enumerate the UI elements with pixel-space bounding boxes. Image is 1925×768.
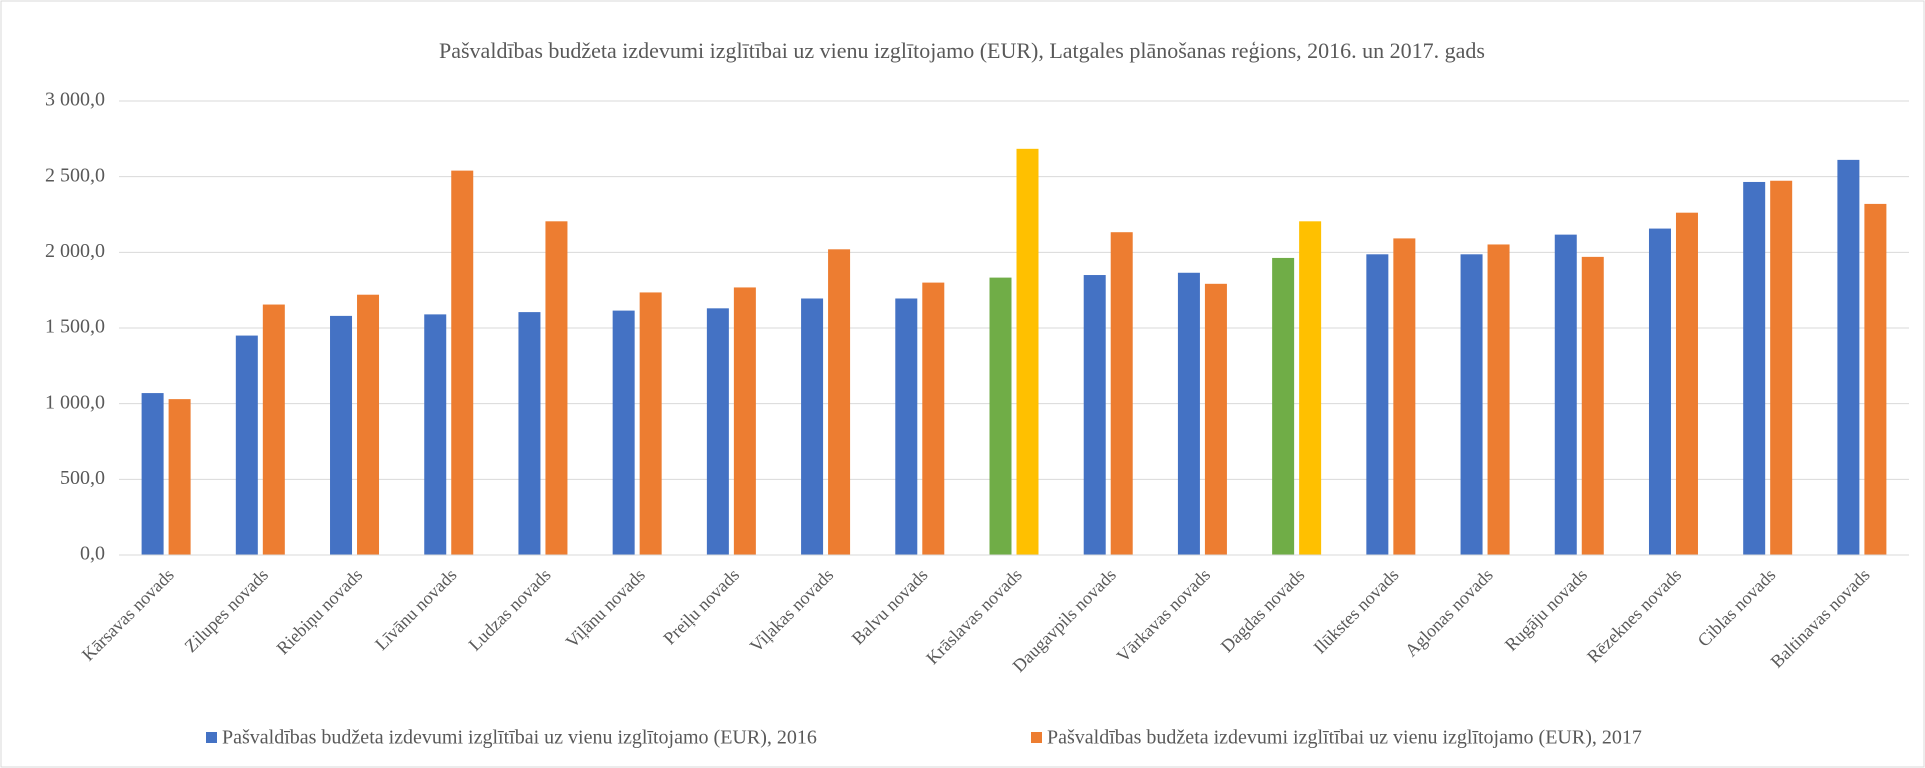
bar xyxy=(1272,257,1295,555)
bar xyxy=(330,315,353,555)
bar xyxy=(518,312,541,555)
legend-swatch xyxy=(206,732,217,743)
bar xyxy=(451,170,474,555)
bar xyxy=(1743,181,1766,556)
bar xyxy=(733,287,756,555)
y-tick-label: 0,0 xyxy=(80,543,105,565)
bar xyxy=(1204,283,1227,555)
bar xyxy=(1016,148,1039,555)
bar xyxy=(612,310,635,555)
bar xyxy=(235,335,258,555)
y-tick-label: 2 500,0 xyxy=(45,164,105,186)
bar xyxy=(1675,212,1698,555)
bar xyxy=(1837,159,1860,556)
y-tick-label: 3 000,0 xyxy=(45,89,105,111)
y-tick-label: 1 000,0 xyxy=(45,391,105,413)
bar xyxy=(1177,272,1200,555)
bar xyxy=(1487,244,1510,556)
bar xyxy=(895,298,918,555)
bar xyxy=(545,221,568,555)
bar xyxy=(168,399,191,555)
bar xyxy=(1581,256,1604,555)
y-tick-label: 500,0 xyxy=(60,467,105,489)
bar xyxy=(639,292,662,555)
y-tick-label: 2 000,0 xyxy=(45,240,105,262)
y-tick-label: 1 500,0 xyxy=(45,316,105,338)
bar xyxy=(1110,232,1133,555)
legend-label: Pašvaldības budžeta izdevumi izglītībai … xyxy=(1047,727,1642,749)
legend-swatch xyxy=(1031,732,1042,743)
bar xyxy=(424,314,447,555)
bar xyxy=(801,298,824,555)
bar xyxy=(262,304,285,555)
bar xyxy=(141,393,164,555)
legend-label: Pašvaldības budžeta izdevumi izglītībai … xyxy=(222,727,817,749)
bar xyxy=(1554,234,1577,556)
bar xyxy=(1393,238,1416,556)
bar xyxy=(989,277,1012,555)
bar xyxy=(1770,180,1793,555)
bar xyxy=(1460,254,1483,555)
bar xyxy=(1083,275,1106,555)
bar xyxy=(1366,254,1389,555)
chart-title: Pašvaldības budžeta izdevumi izglītībai … xyxy=(439,38,1485,63)
bar xyxy=(357,294,380,555)
bar xyxy=(706,308,729,555)
bar xyxy=(1299,221,1322,555)
bar xyxy=(828,249,851,555)
bar xyxy=(922,282,945,555)
bar xyxy=(1864,203,1887,555)
bar xyxy=(1648,228,1671,555)
